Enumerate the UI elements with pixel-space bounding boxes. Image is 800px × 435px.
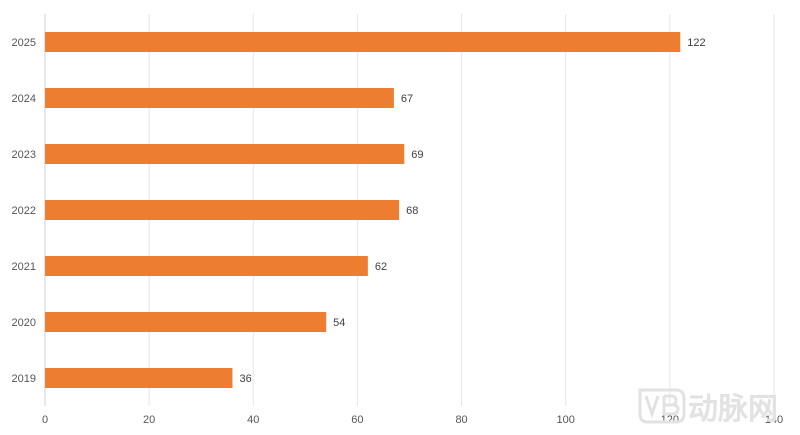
bar-2024 xyxy=(45,88,394,108)
x-tick-label: 120 xyxy=(661,414,679,426)
bar-2020 xyxy=(45,312,327,332)
data-label-2020: 54 xyxy=(333,317,345,329)
bar-2021 xyxy=(45,256,368,276)
y-tick-label: 2021 xyxy=(12,261,36,273)
bar-2023 xyxy=(45,144,405,164)
y-tick-label: 2024 xyxy=(12,93,36,105)
x-axis-labels: 0 20 40 60 80 100 120 140 xyxy=(42,414,783,426)
bars xyxy=(45,32,681,388)
x-tick-label: 0 xyxy=(42,414,48,426)
data-label-2022: 68 xyxy=(406,205,418,217)
vb-logo-icon xyxy=(638,388,686,424)
y-tick-label: 2023 xyxy=(12,149,36,161)
watermark-text: 动脉网 xyxy=(688,392,778,427)
data-labels: 122 67 69 68 62 54 36 xyxy=(239,37,705,385)
y-tick-label: 2019 xyxy=(12,373,36,385)
x-tick-label: 20 xyxy=(143,414,155,426)
data-label-2025: 122 xyxy=(687,37,705,49)
y-tick-label: 2022 xyxy=(12,205,36,217)
x-tick-label: 140 xyxy=(765,414,783,426)
watermark: 动脉网 xyxy=(638,388,778,427)
x-tick-label: 80 xyxy=(455,414,467,426)
y-tick-label: 2025 xyxy=(12,37,36,49)
bar-2019 xyxy=(45,368,233,388)
x-tick-label: 40 xyxy=(247,414,259,426)
bar-2025 xyxy=(45,32,681,52)
x-tick-label: 100 xyxy=(557,414,575,426)
data-label-2023: 69 xyxy=(411,149,423,161)
x-tick-label: 60 xyxy=(351,414,363,426)
data-label-2024: 67 xyxy=(401,93,413,105)
y-axis-labels: 2025 2024 2023 2022 2021 2020 2019 xyxy=(12,37,36,385)
data-label-2019: 36 xyxy=(239,373,251,385)
y-tick-label: 2020 xyxy=(12,317,36,329)
data-label-2021: 62 xyxy=(375,261,387,273)
bar-2022 xyxy=(45,200,400,220)
